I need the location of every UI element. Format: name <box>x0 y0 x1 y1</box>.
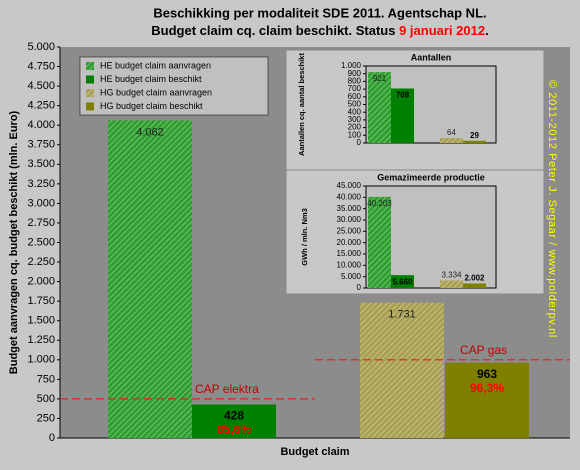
legend-swatch <box>86 89 94 97</box>
bar <box>463 140 486 143</box>
y-tick-label: 200 <box>348 123 362 132</box>
y-tick-label: 3.500 <box>27 158 55 170</box>
legend-swatch <box>86 102 94 111</box>
y-tick-label: 100 <box>348 130 362 139</box>
y-tick-label: 800 <box>348 77 362 86</box>
value-label: 963 <box>477 367 497 381</box>
y-tick-label: 3.000 <box>27 197 55 209</box>
y-tick-label: 750 <box>37 373 55 385</box>
y-tick-label: 5.000 <box>27 41 55 53</box>
y-tick-label: 4.500 <box>27 80 55 92</box>
y-tick-label: 2.500 <box>27 236 55 248</box>
value-label: 29 <box>470 131 479 140</box>
y-tick-label: 4.000 <box>27 119 55 131</box>
legend-swatch <box>86 62 94 70</box>
value-label: 5.660 <box>392 277 413 286</box>
y-tick-label: 2.750 <box>27 217 55 229</box>
y-tick-label: 40.000 <box>337 192 362 201</box>
y-tick-label: 5.000 <box>341 272 362 281</box>
cap-label: CAP elektra <box>195 382 259 396</box>
y-axis-label: Budget aanvragen cq. budget beschikt (ml… <box>8 110 20 374</box>
y-tick-label: 1.000 <box>341 61 362 70</box>
y-tick-label: 500 <box>348 100 362 109</box>
y-tick-label: 4.750 <box>27 60 55 72</box>
bar <box>360 302 444 438</box>
bar <box>440 138 463 143</box>
bar <box>463 283 486 288</box>
y-tick-label: 700 <box>348 84 362 93</box>
y-tick-label: 3.750 <box>27 139 55 151</box>
y-tick-label: 2.000 <box>27 276 55 288</box>
y-tick-label: 0 <box>49 432 55 444</box>
bar <box>368 72 391 143</box>
legend-box <box>79 56 269 116</box>
chart-title: Beschikking per modaliteit SDE 2011. Age… <box>153 5 486 20</box>
bar <box>192 404 276 438</box>
y-tick-label: 3.250 <box>27 178 55 190</box>
value-label: 1.731 <box>388 309 416 321</box>
y-tick-label: 1.250 <box>27 334 55 346</box>
cap-label: CAP gas <box>460 343 507 357</box>
y-tick-label: 400 <box>348 107 362 116</box>
bar <box>440 280 463 288</box>
y-tick-label: 900 <box>348 69 362 78</box>
bar <box>445 362 529 438</box>
bar <box>391 275 414 288</box>
value-label: 40.203 <box>367 199 392 208</box>
legend-label: HG budget claim aanvragen <box>100 87 212 97</box>
y-tick-label: 2.250 <box>27 256 55 268</box>
subtitle-part: Budget claim cq. claim beschikt. Status <box>151 23 399 38</box>
y-tick-label: 35.000 <box>337 204 362 213</box>
x-tick-label: Budget claim <box>280 446 349 458</box>
value-label: 708 <box>396 91 410 100</box>
y-tick-label: 500 <box>37 393 55 405</box>
y-tick-label: 600 <box>348 92 362 101</box>
subtitle-part: . <box>485 23 489 38</box>
value-label: 4.062 <box>136 126 164 138</box>
bar <box>108 120 192 439</box>
y-tick-label: 1.750 <box>27 295 55 307</box>
percent-label: 85,6% <box>217 423 251 437</box>
legend-label: HE budget claim beschikt <box>100 74 202 84</box>
y-tick-label: 25.000 <box>337 226 362 235</box>
y-tick-label: 250 <box>37 412 55 424</box>
bar <box>368 196 391 288</box>
y-tick-label: 1.500 <box>27 315 55 327</box>
credit: © 2011-2012 Peter J. Segaar / www.polder… <box>546 80 558 338</box>
y-tick-label: 20.000 <box>337 238 362 247</box>
percent-label: 96,3% <box>470 381 504 395</box>
y-tick-label: 45.000 <box>337 181 362 190</box>
y-tick-label: 0 <box>357 283 362 292</box>
y-tick-label: 30.000 <box>337 215 362 224</box>
legend-label: HG budget claim beschikt <box>100 101 203 111</box>
subtitle-part: 9 januari 2012 <box>399 23 485 38</box>
y-tick-label: 10.000 <box>337 260 362 269</box>
y-tick-label: 300 <box>348 115 362 124</box>
inset-title: Aantallen <box>411 52 452 62</box>
chart-subtitle: Budget claim cq. claim beschikt. Status … <box>151 23 488 38</box>
y-tick-label: 0 <box>357 138 362 147</box>
value-label: 3.334 <box>441 271 462 280</box>
value-label: 428 <box>224 409 244 423</box>
inset-y-label: GWh / mln. Nm3 <box>300 208 309 266</box>
y-tick-label: 1.000 <box>27 354 55 366</box>
y-tick-label: 15.000 <box>337 249 362 258</box>
inset-title: Gemazimeerde productie <box>377 172 485 182</box>
bar <box>391 88 414 143</box>
y-tick-label: 4.250 <box>27 100 55 112</box>
value-label: 64 <box>447 128 456 137</box>
value-label: 2.002 <box>464 274 485 283</box>
legend-swatch <box>86 75 94 84</box>
legend-label: HE budget claim aanvragen <box>100 60 211 70</box>
inset-y-label: Aantallen cq. aantal beschikt <box>297 53 306 156</box>
value-label: 921 <box>373 74 387 83</box>
